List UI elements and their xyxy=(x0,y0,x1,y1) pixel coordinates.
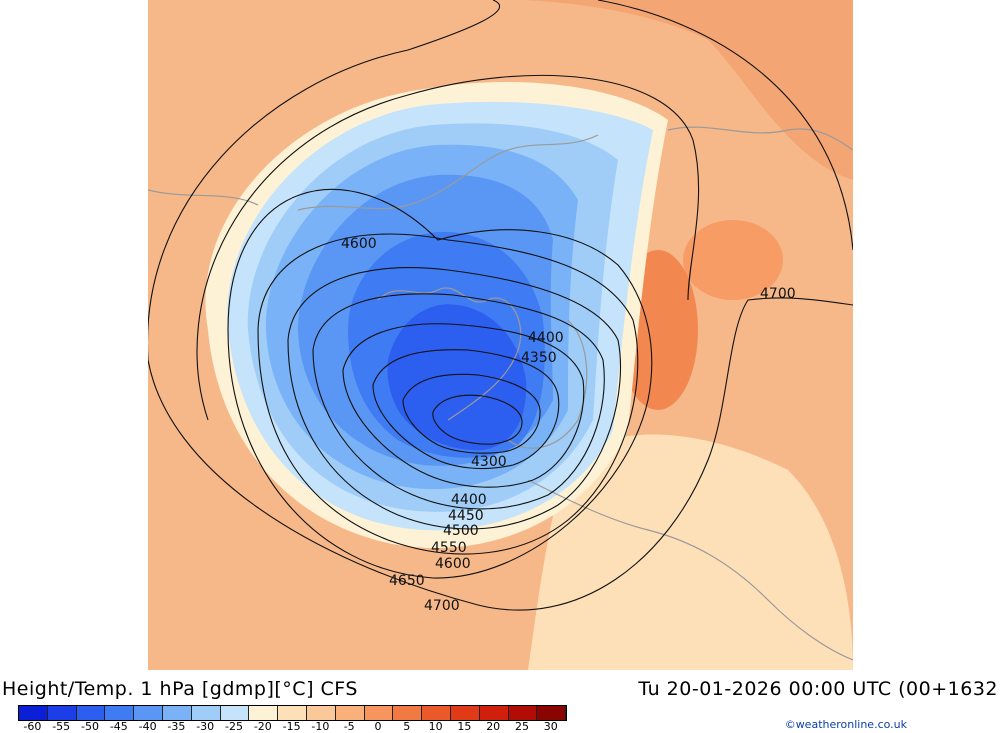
contour-4650-north xyxy=(196,74,700,421)
colorbar-swatch xyxy=(19,706,48,720)
colorbar-swatch xyxy=(364,706,394,720)
contour-label-4600-south: 4600 xyxy=(435,556,471,572)
contour-inner xyxy=(432,394,523,445)
contour-4550 xyxy=(257,233,639,555)
coastline-europe xyxy=(527,479,853,661)
colorbar-tick-label: -60 xyxy=(23,720,42,733)
colorbar-tick-label: -25 xyxy=(225,720,243,733)
colorbar-swatch xyxy=(220,706,250,720)
colorbar-swatch xyxy=(47,706,77,720)
contour-label-4700-south: 4700 xyxy=(424,598,460,614)
contour-4300 xyxy=(402,373,541,454)
colorbar-tick-label: 15 xyxy=(457,720,472,733)
valid-time: Tu 20-01-2026 00:00 UTC (00+1632 xyxy=(638,678,998,700)
map: 4600 4700 4400 4350 4300 4400 4450 4500 … xyxy=(148,0,853,670)
colorbar-tick-label: -20 xyxy=(253,720,272,733)
contour-4450 xyxy=(312,293,605,510)
colorbar-swatch xyxy=(479,706,509,720)
colorbar-tick-label: -5 xyxy=(343,720,355,733)
colorbar-swatch xyxy=(105,706,135,720)
contour-label-4700-east: 4700 xyxy=(760,286,796,302)
colorbar-tick-label: 0 xyxy=(374,720,382,733)
contour-4700-west xyxy=(148,0,500,360)
contour-label-4400-lower: 4400 xyxy=(451,492,487,508)
colorbar-swatch xyxy=(422,706,451,720)
colorbar-tick-label: -50 xyxy=(81,720,99,733)
colorbar xyxy=(18,705,568,721)
colorbar-ticks: -60 -55 -50 -45 -40 -35 -30 -25 -20 -15 -10 -5 0 5 10 1… xyxy=(18,720,568,733)
cold-core xyxy=(387,304,527,451)
colorbar-tick-label: 25 xyxy=(515,720,529,733)
colorbar-swatch xyxy=(537,706,567,720)
colorbar-swatch xyxy=(76,706,106,720)
contour-4400 xyxy=(342,323,585,488)
contour-label-4650: 4650 xyxy=(389,573,425,589)
colorbar-swatch xyxy=(393,706,423,720)
contour-label-4600-north: 4600 xyxy=(341,236,377,252)
colorbar-swatch xyxy=(335,706,365,720)
colorbar-swatch xyxy=(508,706,538,720)
colorbar-tick-label: -30 xyxy=(196,720,215,733)
cool-band-east xyxy=(528,434,853,670)
coastline-archipelago xyxy=(377,287,522,421)
warm-band-north xyxy=(148,0,853,180)
colorbar-tick-label: -40 xyxy=(138,720,157,733)
colorbar-tick-label: -35 xyxy=(167,720,186,733)
colorbar-tick-label: 5 xyxy=(403,720,411,733)
colorbar-tick-label: 30 xyxy=(543,720,558,733)
colorbar-tick-label: -15 xyxy=(282,720,301,733)
contour-label-4500: 4500 xyxy=(443,523,479,539)
colorbar-tick-label: -55 xyxy=(52,720,71,733)
map-title: Height/Temp. 1 hPa [gdmp][°C] CFS xyxy=(2,678,358,700)
contour-4500 xyxy=(287,267,621,530)
coastline-alaska xyxy=(148,189,259,206)
contour-label-4550: 4550 xyxy=(431,540,467,556)
height-temperature-map: 4600 4700 4400 4350 4300 4400 4450 4500 … xyxy=(148,0,853,670)
colorbar-tick-label: -10 xyxy=(311,720,330,733)
contour-4350 xyxy=(372,349,560,470)
warm-patch xyxy=(683,220,783,300)
colorbar-swatch xyxy=(191,706,221,720)
contour-4700 xyxy=(148,297,853,611)
contour-4700-northeast xyxy=(597,0,853,251)
coastline-greenland xyxy=(507,319,588,449)
contour-label-4350: 4350 xyxy=(521,350,557,366)
colorbar-swatch xyxy=(306,706,336,720)
contour-4600 xyxy=(227,188,653,579)
colorbar-tick-label: 10 xyxy=(428,720,443,733)
colorbar-swatch xyxy=(134,706,163,720)
coastline-north xyxy=(297,134,599,211)
colorbar-swatch xyxy=(162,706,192,720)
colorbar-tick-label: -45 xyxy=(109,720,128,733)
colorbar-tick-label: 20 xyxy=(486,720,501,733)
contour-label-4400-upper: 4400 xyxy=(528,330,564,346)
contour-label-4300: 4300 xyxy=(471,454,507,470)
colorbar-swatch xyxy=(249,706,279,720)
credit-link[interactable]: ©weatheronline.co.uk xyxy=(784,718,907,731)
colorbar-swatch xyxy=(278,706,307,720)
coastline-siberia xyxy=(667,126,853,151)
contour-label-4450: 4450 xyxy=(448,508,484,524)
colorbar-swatch xyxy=(450,706,480,720)
